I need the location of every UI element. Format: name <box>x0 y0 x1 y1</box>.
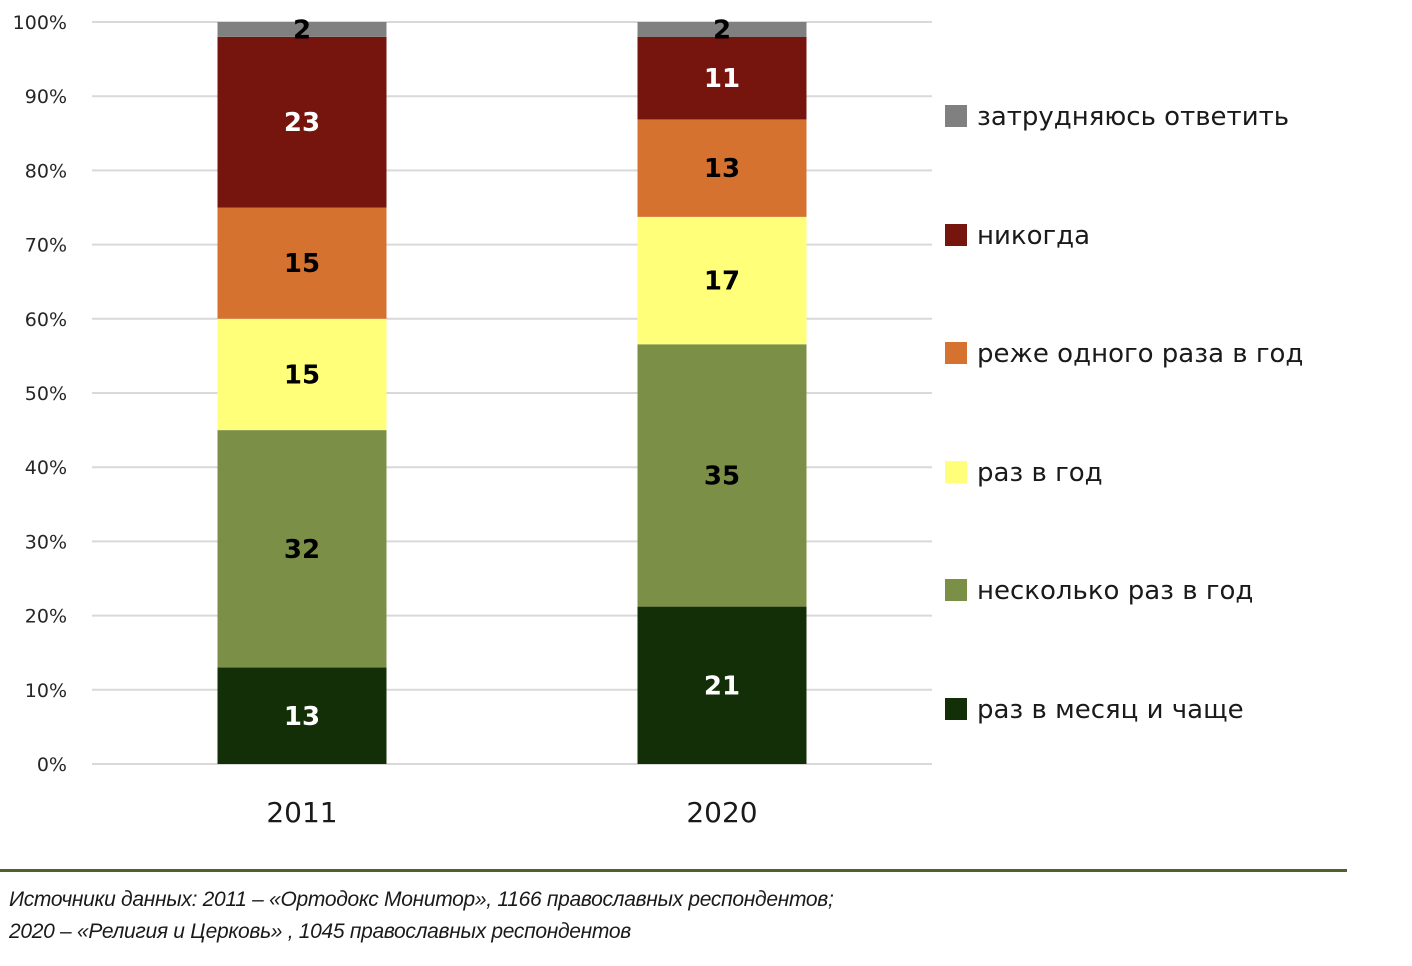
legend-label: несколько раз в год <box>977 576 1253 606</box>
legend-item: несколько раз в год <box>945 576 1253 606</box>
stacked-bar-chart: 0% 10% 20% 30% 40% 50% 60% 70% 80% 90% 100% 13 32 15… <box>13 12 1304 829</box>
legend-item: реже одного раза в год <box>945 339 1303 369</box>
source-line-1: Источники данных: 2011 – «Ортодокс Монит… <box>9 888 834 911</box>
legend-item: раз в год <box>945 458 1103 488</box>
data-label: 35 <box>704 461 740 491</box>
y-tick-label: 80% <box>25 160 67 182</box>
data-label: 17 <box>704 267 740 297</box>
y-tick-label: 70% <box>25 235 67 257</box>
legend-label: раз в год <box>977 458 1103 488</box>
legend-label: раз в месяц и чаще <box>977 695 1244 725</box>
legend-swatch <box>945 579 967 601</box>
y-tick-label: 50% <box>25 383 67 405</box>
legend-label: никогда <box>977 221 1090 251</box>
legend: затрудняюсь ответить никогда реже одного р… <box>945 102 1303 725</box>
bar-segment <box>637 36 807 120</box>
source-line-2: 2020 – «Религия и Церковь» , 1045 правос… <box>9 920 631 943</box>
legend-label: реже одного раза в год <box>977 339 1303 369</box>
data-label: 32 <box>284 535 320 565</box>
data-label: 2 <box>293 15 311 45</box>
data-labels: 13 32 15 15 23 2 21 35 17 13 11 2 <box>284 15 740 731</box>
bars <box>217 22 807 764</box>
data-source-note: Источники данных: 2011 – «Ортодокс Монит… <box>9 884 834 948</box>
data-label: 21 <box>704 671 740 701</box>
data-label: 13 <box>704 154 740 184</box>
bar-segment <box>217 22 387 37</box>
data-label: 11 <box>704 64 740 94</box>
legend-item: никогда <box>945 221 1090 251</box>
x-category-label: 2020 <box>686 796 757 829</box>
y-tick-label: 90% <box>25 86 67 108</box>
footer-separator-line <box>0 869 1347 872</box>
bar-segment <box>217 318 387 431</box>
bar-segment <box>637 22 807 37</box>
y-tick-label: 0% <box>37 754 67 776</box>
y-tick-label: 100% <box>13 12 67 34</box>
bar-segment <box>217 36 387 208</box>
data-label: 15 <box>284 249 320 279</box>
data-label: 23 <box>284 108 320 138</box>
bar-segment <box>637 606 807 764</box>
legend-swatch <box>945 342 967 364</box>
legend-item: раз в месяц и чаще <box>945 695 1244 725</box>
x-category-label: 2011 <box>266 796 337 829</box>
y-tick-label: 30% <box>25 531 67 553</box>
y-axis-tick-labels: 0% 10% 20% 30% 40% 50% 60% 70% 80% 90% 100% <box>13 12 67 776</box>
data-label: 15 <box>284 360 320 390</box>
x-axis-category-labels: 2011 2020 <box>266 796 757 829</box>
y-tick-label: 20% <box>25 606 67 628</box>
data-label: 13 <box>284 702 320 732</box>
bar-segment <box>217 430 387 668</box>
bar-segment <box>637 119 807 217</box>
legend-swatch <box>945 461 967 483</box>
bar-segment <box>637 216 807 345</box>
bar-segment <box>217 667 387 764</box>
legend-label: затрудняюсь ответить <box>977 102 1289 132</box>
bar-segment <box>217 207 387 319</box>
legend-swatch <box>945 105 967 127</box>
y-tick-label: 10% <box>25 680 67 702</box>
y-tick-label: 60% <box>25 309 67 331</box>
y-tick-label: 40% <box>25 457 67 479</box>
legend-item: затрудняюсь ответить <box>945 102 1289 132</box>
legend-swatch <box>945 224 967 246</box>
legend-swatch <box>945 698 967 720</box>
data-label: 2 <box>713 15 731 45</box>
bar-segment <box>637 344 807 607</box>
